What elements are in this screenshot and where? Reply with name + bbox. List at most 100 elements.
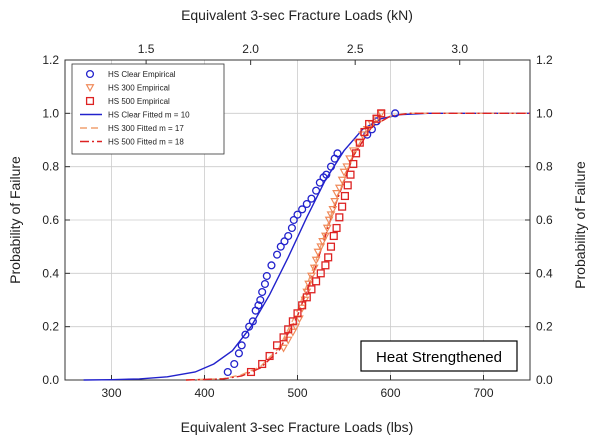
y-tick-label: 0.6 (42, 213, 59, 227)
data-point (352, 149, 361, 158)
data-point (307, 272, 316, 281)
data-point (365, 119, 374, 129)
data-point (349, 159, 358, 169)
y-axis-title: Probability of Failure (7, 156, 23, 284)
data-point (320, 232, 330, 241)
top-x-tick-label: 2.0 (242, 42, 259, 56)
data-point (346, 170, 355, 179)
data-point (316, 243, 326, 252)
data-point (287, 223, 296, 233)
data-point (294, 315, 304, 324)
x-tick-label: 300 (101, 386, 121, 400)
data-point (332, 190, 341, 198)
y-tick-label-right: 0.6 (536, 213, 553, 227)
data-point (312, 277, 321, 286)
data-point (355, 138, 364, 147)
data-point (279, 333, 288, 342)
data-point (267, 261, 276, 270)
y-tick-label: 0.0 (42, 373, 59, 387)
data-point (289, 215, 298, 225)
legend-label: HS 300 Empirical (108, 84, 170, 93)
data-point (234, 349, 243, 358)
top-x-tick-label: 3.0 (451, 42, 468, 56)
y-tick-label: 1.0 (42, 106, 59, 120)
legend-marker (85, 84, 95, 93)
data-point (272, 341, 282, 350)
data-point (311, 256, 321, 265)
data-point (372, 114, 381, 123)
fitted-lines (83, 112, 530, 381)
legend-label: HS Clear Fitted m = 10 (108, 111, 190, 120)
data-point (280, 237, 289, 246)
x-axis-title: Equivalent 3-sec Fracture Loads (lbs) (181, 419, 414, 435)
y-tick-label: 0.2 (42, 320, 59, 334)
y-tick-label-right: 0.0 (536, 373, 553, 387)
data-point (342, 163, 352, 172)
data-point (348, 147, 358, 156)
data-point (293, 210, 302, 219)
data-point (362, 126, 372, 134)
data-point (333, 149, 342, 158)
data-point (298, 205, 307, 214)
data-point (340, 191, 349, 201)
legend-box (71, 63, 225, 155)
legend-label: HS Clear Empirical (108, 70, 176, 79)
top-x-tick-label: 1.5 (138, 42, 155, 56)
data-point (258, 359, 267, 369)
data-point (315, 178, 324, 187)
data-point (248, 317, 257, 326)
data-point (272, 250, 282, 259)
x-tick-label: 500 (287, 386, 307, 400)
y-tick-label: 1.2 (42, 53, 59, 67)
data-point (312, 186, 321, 195)
data-point (360, 127, 369, 137)
data-point (307, 285, 316, 294)
legend-label: HS 500 Fitted m = 18 (108, 138, 184, 147)
data-point (254, 301, 263, 310)
data-point (293, 309, 302, 318)
annotation: Heat Strengthened (360, 340, 518, 372)
y-tick-label: 0.8 (42, 160, 59, 174)
annotation-box (360, 340, 518, 372)
data-point (288, 317, 297, 326)
data-point (298, 301, 307, 310)
data-point (391, 109, 400, 118)
axis-ticks: 0.0 0.0 0.2 0.2 0.4 0.4 0.6 0.6 0.8 0.8 1.0 1.0 1.2 1… (42, 42, 553, 400)
data-point (376, 110, 386, 118)
empirical-markers (223, 109, 400, 377)
x-tick-label: 400 (194, 386, 214, 400)
legend: HS Clear Empirical HS 300 Empirical HS 500… (71, 63, 225, 155)
data-point (256, 295, 265, 305)
data-point (318, 238, 328, 246)
data-point (230, 359, 239, 369)
data-point (338, 202, 347, 211)
data-point (334, 184, 344, 193)
x-tick-label: 600 (380, 386, 400, 400)
data-point (307, 194, 316, 203)
data-point (337, 176, 347, 185)
data-point (377, 109, 386, 118)
data-point (343, 181, 352, 190)
data-point (302, 199, 311, 209)
data-point (326, 242, 336, 251)
data-point (339, 168, 349, 177)
top-x-tick-label: 2.5 (347, 42, 364, 56)
data-point (276, 242, 285, 251)
y-tick-label-right: 1.2 (536, 53, 553, 67)
data-point (329, 231, 338, 241)
data-point (246, 367, 256, 377)
data-point (324, 216, 334, 225)
data-point (309, 264, 319, 273)
data-point (241, 330, 250, 339)
data-point (223, 367, 232, 377)
y-tick-label-right: 0.8 (536, 160, 553, 174)
data-point (335, 213, 344, 222)
data-point (322, 224, 332, 233)
data-point (284, 231, 293, 241)
legend-marker (85, 69, 95, 79)
data-point (321, 261, 330, 270)
y-tick-label-right: 0.2 (536, 320, 553, 334)
data-point (237, 341, 246, 350)
legend-label: HS 500 Empirical (108, 97, 170, 106)
